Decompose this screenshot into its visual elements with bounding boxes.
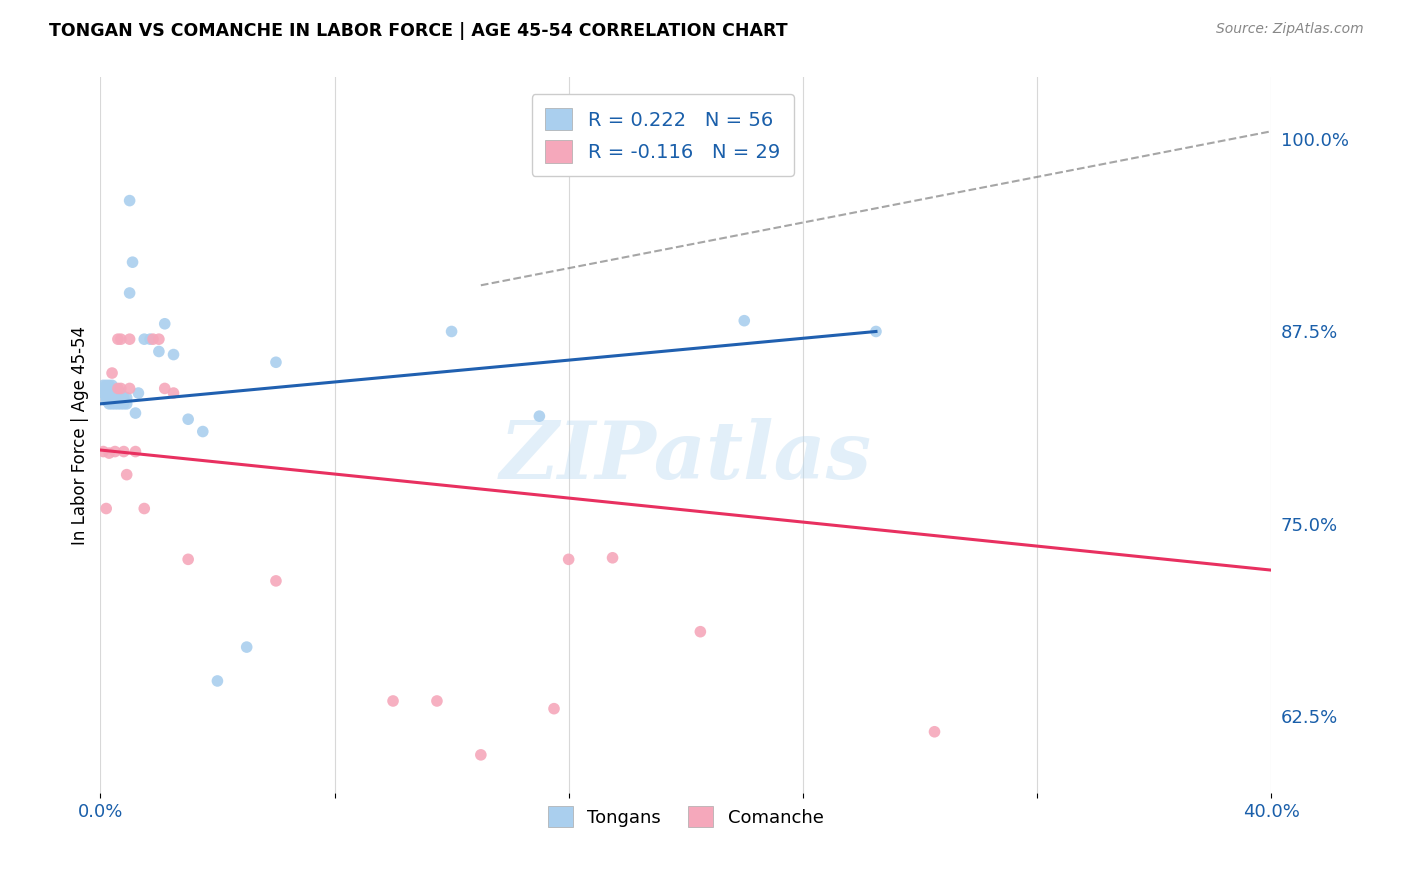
Point [98, 391, 121, 405]
Point [96, 378, 118, 392]
Point [104, 383, 127, 397]
Point [96, 501, 118, 516]
Point [127, 386, 149, 401]
Point [153, 381, 176, 395]
Point [148, 344, 170, 359]
Point [733, 314, 755, 328]
Point [115, 397, 138, 411]
Point [101, 381, 124, 395]
Point [101, 397, 124, 411]
Point [104, 386, 127, 401]
Point [382, 694, 405, 708]
Point [101, 393, 124, 408]
Point [112, 397, 135, 411]
Point [191, 425, 214, 439]
Point [139, 332, 162, 346]
Point [118, 285, 141, 300]
Point [470, 747, 492, 762]
Point [107, 332, 129, 346]
Legend: Tongans, Comanche: Tongans, Comanche [540, 799, 831, 834]
Point [112, 444, 135, 458]
Point [264, 574, 287, 588]
Point [115, 391, 138, 405]
Point [142, 332, 165, 346]
Point [104, 391, 127, 405]
Point [865, 325, 887, 339]
Point [96, 391, 118, 405]
Point [162, 386, 184, 401]
Point [91, 386, 114, 401]
Point [107, 393, 129, 408]
Point [121, 255, 143, 269]
Point [134, 501, 156, 516]
Point [110, 381, 132, 395]
Point [162, 347, 184, 361]
Point [98, 378, 121, 392]
Point [118, 332, 141, 346]
Point [98, 384, 121, 399]
Point [235, 640, 257, 654]
Point [543, 701, 565, 715]
Point [153, 317, 176, 331]
Point [112, 391, 135, 405]
Point [115, 467, 138, 482]
Point [110, 386, 132, 401]
Point [101, 378, 124, 392]
Point [101, 384, 124, 399]
Point [118, 381, 141, 395]
Point [134, 332, 156, 346]
Y-axis label: In Labor Force | Age 45-54: In Labor Force | Age 45-54 [72, 326, 89, 545]
Point [104, 397, 127, 411]
Point [557, 552, 579, 566]
Point [104, 444, 127, 458]
Point [602, 550, 624, 565]
Point [107, 397, 129, 411]
Point [91, 378, 114, 392]
Point [148, 332, 170, 346]
Point [118, 194, 141, 208]
Point [110, 332, 132, 346]
Point [98, 381, 121, 395]
Point [689, 624, 711, 639]
Point [110, 391, 132, 405]
Point [177, 412, 200, 426]
Text: Source: ZipAtlas.com: Source: ZipAtlas.com [1216, 22, 1364, 37]
Point [101, 389, 124, 403]
Point [107, 389, 129, 403]
Text: TONGAN VS COMANCHE IN LABOR FORCE | AGE 45-54 CORRELATION CHART: TONGAN VS COMANCHE IN LABOR FORCE | AGE … [49, 22, 787, 40]
Point [207, 673, 229, 688]
Point [529, 409, 551, 424]
Point [177, 552, 200, 566]
Point [107, 384, 129, 399]
Point [98, 393, 121, 408]
Point [101, 366, 124, 380]
Point [98, 446, 121, 460]
Point [440, 325, 463, 339]
Point [96, 384, 118, 399]
Point [107, 381, 129, 395]
Point [124, 444, 146, 458]
Point [264, 355, 287, 369]
Point [98, 397, 121, 411]
Point [96, 393, 118, 408]
Text: ZIPatlas: ZIPatlas [499, 418, 872, 496]
Point [104, 393, 127, 408]
Point [110, 397, 132, 411]
Point [96, 387, 118, 401]
Point [426, 694, 449, 708]
Point [924, 724, 946, 739]
Point [91, 381, 114, 395]
Point [91, 444, 114, 458]
Point [124, 406, 146, 420]
Point [98, 387, 121, 401]
